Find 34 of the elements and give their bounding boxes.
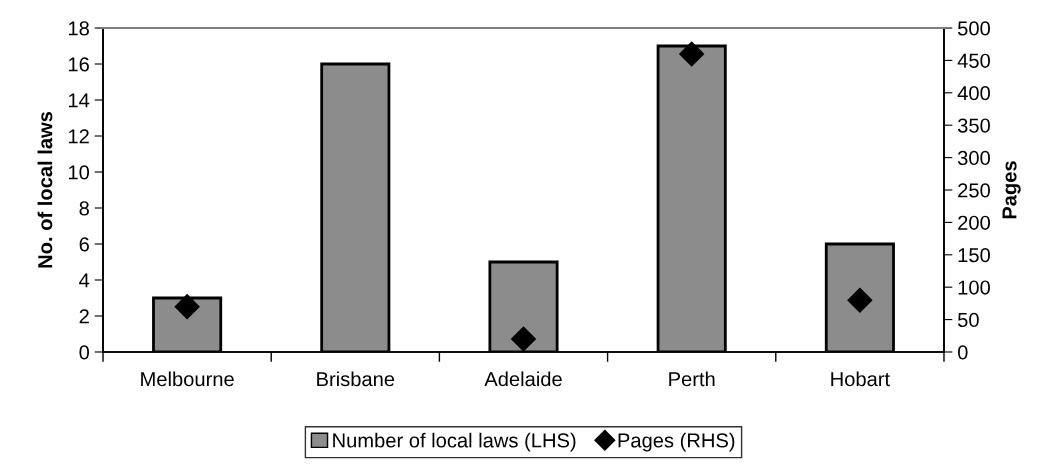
- y2-tick-label: 300: [957, 150, 990, 166]
- y-tick-label: 14: [68, 93, 90, 108]
- y-tick-label: 18: [68, 21, 89, 36]
- y2-tick-label: 350: [957, 118, 990, 133]
- x-tick-label: Brisbane: [317, 371, 395, 387]
- x-tick-label: Perth: [669, 371, 715, 387]
- y2-tick-label: 400: [957, 86, 990, 101]
- legend-label: Pages (RHS): [618, 432, 735, 452]
- y-tick-label: 0: [79, 345, 90, 360]
- y-tick-label: 6: [79, 237, 89, 252]
- y2-tick-label: 100: [958, 280, 990, 295]
- x-tick-label: Hobart: [831, 371, 890, 387]
- y2-tick-label: 0: [957, 345, 968, 360]
- point: [847, 287, 873, 313]
- y-axis-title: No. of local laws: [37, 111, 53, 268]
- y2-tick-label: 50: [957, 312, 979, 328]
- y-tick-label: 12: [68, 129, 89, 144]
- point: [679, 41, 705, 67]
- point: [174, 294, 200, 320]
- legend-label: Number of local laws (LHS): [333, 432, 576, 452]
- y2-tick-label: 450: [957, 53, 990, 68]
- point: [511, 326, 536, 352]
- x-tick-label: Adelaide: [484, 371, 562, 387]
- y2-tick-label: 200: [958, 215, 990, 230]
- y-tick-label: 8: [79, 201, 89, 216]
- y2-tick-label: 150: [958, 248, 990, 263]
- y-tick-label: 16: [68, 57, 89, 72]
- y2-tick-label: 500: [957, 21, 990, 36]
- y-tick-label: 2: [79, 309, 89, 324]
- x-tick-label: Melbourne: [141, 371, 234, 387]
- y2-axis-title: Pages: [1002, 161, 1021, 219]
- y-tick-label: 4: [79, 273, 90, 288]
- y2-tick-label: 250: [958, 183, 990, 198]
- y-tick-label: 10: [68, 165, 90, 180]
